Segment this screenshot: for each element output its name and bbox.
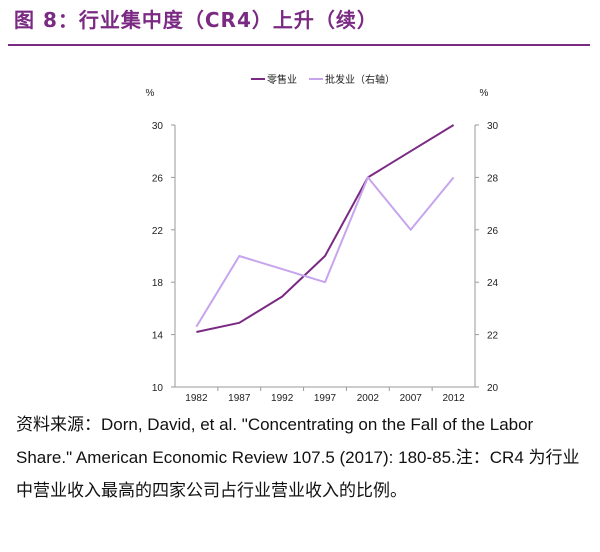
right-tick-label: 24 bbox=[487, 278, 499, 289]
x-tick-label: 2007 bbox=[400, 393, 423, 404]
chart-series bbox=[195, 124, 455, 333]
x-tick-label: 2002 bbox=[357, 393, 380, 404]
right-tick-label: 26 bbox=[487, 226, 499, 237]
title-divider bbox=[8, 44, 590, 46]
left-tick-label: 22 bbox=[152, 226, 164, 237]
right-axis-unit: % bbox=[480, 88, 489, 99]
left-tick-label: 26 bbox=[152, 173, 164, 184]
x-tick-label: 1982 bbox=[185, 393, 208, 404]
left-tick-label: 18 bbox=[152, 278, 164, 289]
left-tick-label: 10 bbox=[152, 383, 164, 394]
x-tick-label: 1987 bbox=[228, 393, 251, 404]
x-tick-label: 2012 bbox=[442, 393, 465, 404]
figure-title: 图 8：行业集中度（CR4）上升（续） bbox=[14, 8, 378, 32]
legend-label-2: 批发业（右轴） bbox=[325, 73, 395, 86]
left-tick-label: 14 bbox=[152, 331, 164, 342]
left-axis-unit: % bbox=[146, 88, 155, 99]
right-tick-label: 20 bbox=[487, 383, 499, 394]
legend-label-1: 零售业 bbox=[267, 73, 297, 86]
chart-ticks: 10 14 18 22 26 30 20 22 24 26 28 30 1982 1987 1992 1997… bbox=[152, 121, 499, 404]
right-tick-label: 22 bbox=[487, 331, 499, 342]
series-line-2 bbox=[195, 176, 455, 328]
source-note: 资料来源：Dorn, David, et al. "Concentrating … bbox=[16, 415, 580, 500]
left-tick-label: 30 bbox=[152, 121, 164, 132]
series-line-1 bbox=[196, 124, 455, 333]
chart-legend: 零售业 批发业（右轴） bbox=[251, 73, 395, 86]
right-tick-label: 30 bbox=[487, 121, 499, 132]
x-tick-label: 1992 bbox=[271, 393, 294, 404]
right-tick-label: 28 bbox=[487, 173, 499, 184]
chart-axes: %% bbox=[146, 88, 489, 388]
x-tick-label: 1997 bbox=[314, 393, 337, 404]
